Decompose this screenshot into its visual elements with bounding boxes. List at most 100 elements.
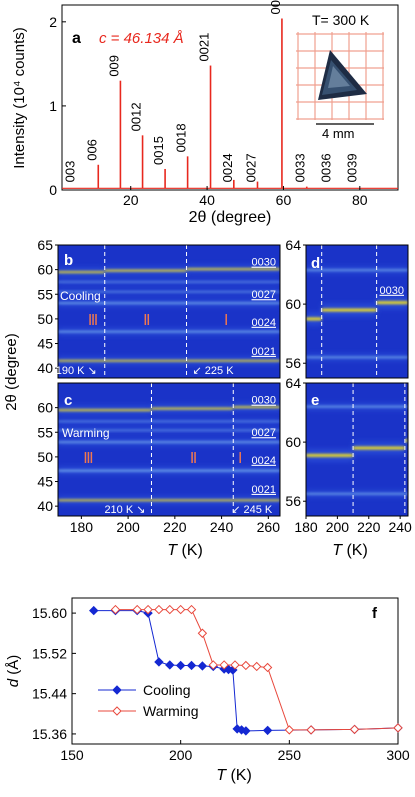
data-point-warming: [241, 660, 251, 671]
panel-a-letter: a: [72, 30, 81, 47]
x-tick-label: 200: [116, 519, 140, 535]
phase-label: Ⅰ: [224, 312, 228, 329]
reflection-label-0030: 0030: [252, 395, 276, 407]
y-tick-label: 15.36: [32, 726, 67, 742]
reflection-label-0030: 0030: [380, 285, 404, 297]
diffraction-band: [306, 405, 408, 408]
data-point-warming: [262, 662, 273, 673]
transition-label: 190 K ↘: [56, 365, 97, 377]
heatmap-d-frame: [305, 244, 409, 379]
reflection-label-0027: 0027: [252, 427, 276, 439]
diffraction-band: [376, 301, 408, 305]
x-tick-label: 20: [123, 192, 139, 208]
panel-f-series: [89, 604, 403, 736]
panel-a-y-label: Intensity (10⁴ counts): [11, 27, 28, 169]
reflection-label-0027: 0027: [252, 289, 276, 301]
x-tick-label: 220: [357, 519, 381, 535]
y-tick-label: 50: [37, 311, 53, 327]
peak-label-0036: 0036: [318, 153, 333, 182]
diffraction-band: [306, 317, 322, 321]
x-tick-label: 80: [352, 192, 368, 208]
x-tick-label: 180: [70, 519, 94, 535]
data-point-warming: [219, 660, 229, 670]
panel-d-letter: d: [311, 255, 320, 272]
data-point-warming: [208, 660, 218, 670]
heatmap-d: 56 60 64 0030: [285, 237, 409, 379]
x-tick-label: 260: [257, 519, 281, 535]
diffraction-band: [186, 268, 280, 271]
data-point-cooling: [154, 657, 164, 667]
data-point-warming: [393, 723, 403, 733]
panel-f-x-label: T (K): [216, 767, 252, 784]
x-tick-label: 300: [386, 747, 410, 763]
data-point-warming: [230, 660, 240, 670]
crystal-photo-inset: [296, 32, 384, 125]
data-point-warming: [349, 724, 360, 735]
peak-label-0012: 0012: [129, 102, 144, 131]
x-tick-label: 200: [326, 519, 350, 535]
diffraction-band: [58, 281, 280, 283]
diffraction-band: [58, 409, 152, 412]
y-tick-label: 64: [285, 375, 301, 391]
diffraction-band: [404, 439, 408, 443]
panel-a-peaks: 003 006 009 0012 0015 0018 0021 0024 0027 0030 003…: [62, 0, 398, 189]
panel-c-mode: Warming: [62, 426, 110, 440]
data-point-warming: [252, 661, 262, 672]
panel-f: 150 200 250 300 15.36 15.44 15.52 15.60 f Cooli…: [5, 597, 410, 784]
data-point-warming: [110, 604, 121, 615]
data-point-cooling: [165, 660, 175, 670]
phase-label: Ⅱ: [143, 312, 150, 329]
reflection-label-0021: 0021: [252, 346, 276, 358]
panel-c-x-label: T (K): [167, 542, 203, 559]
diffraction-band: [58, 359, 280, 362]
y-tick-label: 55: [37, 424, 53, 440]
data-point-cooling: [175, 660, 186, 671]
heatmap-b-frame: [57, 244, 281, 379]
diffraction-band: [306, 269, 408, 271]
data-point-warming: [132, 604, 142, 615]
y-tick-label: 15.44: [32, 686, 67, 702]
y-tick-label: 40: [37, 360, 53, 376]
y-tick-label: 45: [37, 336, 53, 352]
heatmap-e-plot: [306, 383, 408, 516]
panel-f-frame: [71, 597, 399, 745]
heatmap-b-plot: [58, 245, 280, 378]
y-tick-label: 15.60: [32, 605, 67, 621]
diffraction-band: [306, 493, 408, 495]
panel-b-letter: b: [64, 252, 73, 269]
diffraction-band: [321, 308, 377, 312]
diffraction-band: [306, 356, 408, 359]
diffraction-band: [58, 420, 280, 422]
x-tick-label: 180: [294, 519, 318, 535]
panel-e-x-label: T (K): [332, 542, 368, 559]
y-tick-label: 2: [49, 14, 57, 30]
panel-f-letter: f: [372, 605, 378, 622]
legend-label-cooling: Cooling: [143, 682, 190, 698]
heatmap-c-frame: [57, 382, 281, 517]
heatmap-d-plot: [306, 245, 408, 378]
x-tick-label: 200: [169, 747, 193, 763]
panel-b-mode: Cooling: [60, 289, 101, 303]
y-tick-label: 56: [285, 493, 301, 509]
diffraction-band: [58, 429, 280, 431]
phase-label: Ⅲ: [83, 450, 93, 467]
transition-label: ↙ 245 K: [231, 504, 273, 516]
panel-f-legend: Cooling Warming: [98, 682, 199, 719]
y-tick-label: 60: [37, 400, 53, 416]
data-point-warming: [197, 628, 208, 638]
data-point-warming: [165, 604, 175, 615]
diffraction-band: [353, 446, 405, 450]
diffraction-band: [151, 407, 234, 410]
x-tick-label: 240: [210, 519, 234, 535]
y-tick-label: 60: [285, 296, 301, 312]
reflection-label-0024: 0024: [252, 455, 276, 467]
phase-label: Ⅰ: [238, 450, 242, 467]
panel-f-y-label: d (Å): [5, 655, 22, 688]
y-tick-label: 60: [285, 434, 301, 450]
y-tick-label: 56: [285, 355, 301, 371]
y-tick-label: 15.52: [32, 645, 67, 661]
y-tick-label: 65: [37, 237, 53, 253]
heatmap-b: 40 45 50 55 60 65 Ⅲ Ⅱ Ⅰ 0030 0027 0024 0021 190 K ↘ ↙ …: [37, 237, 281, 379]
diffraction-band: [104, 269, 187, 272]
